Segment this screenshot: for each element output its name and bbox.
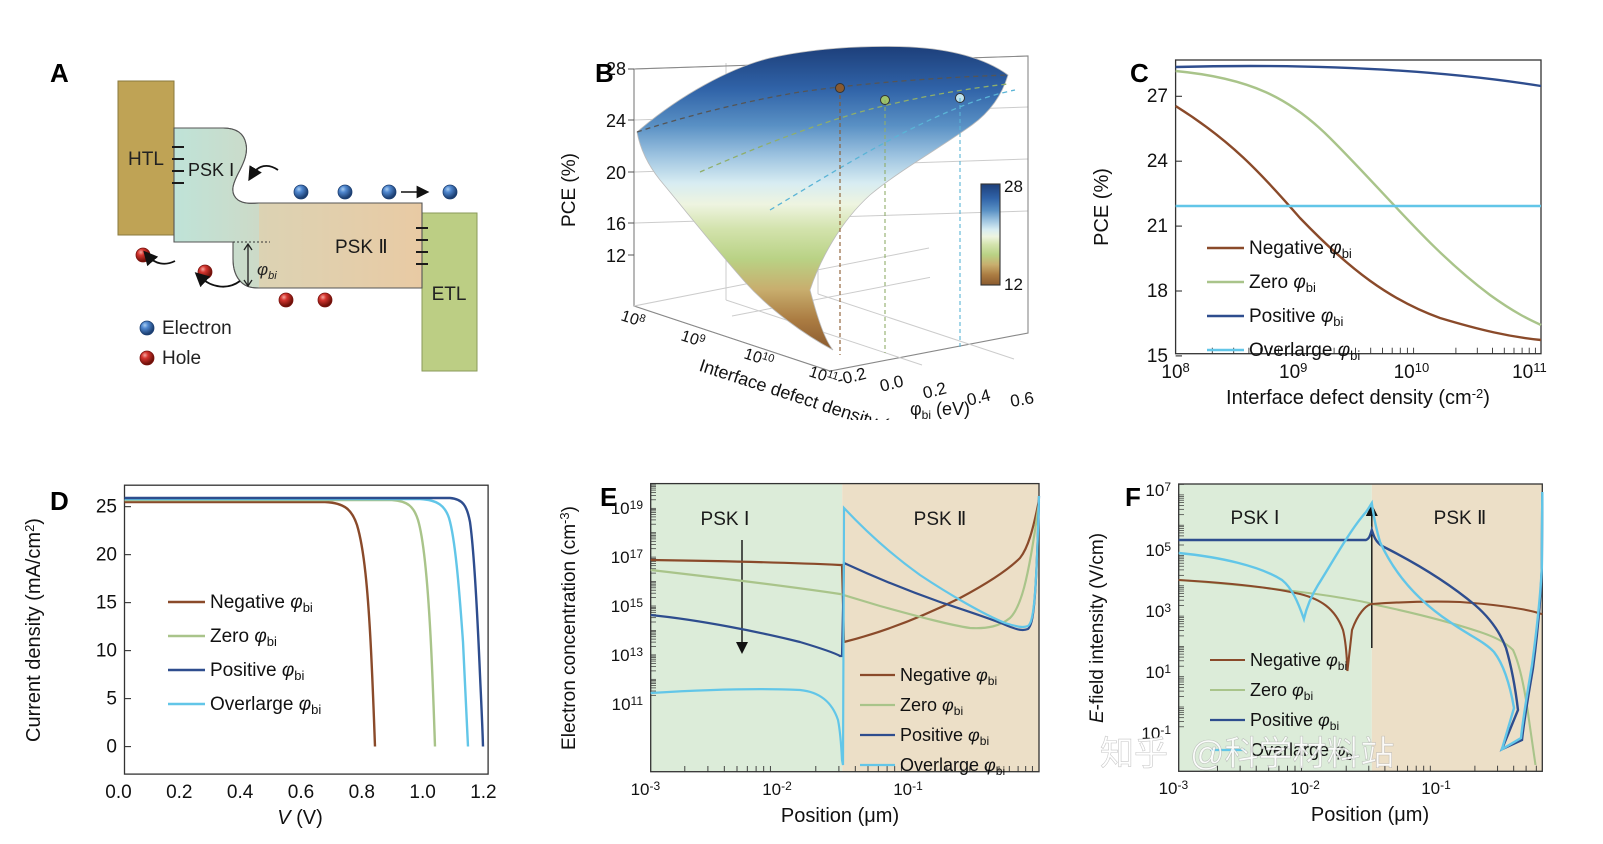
svg-text:0.2: 0.2: [166, 782, 192, 803]
svg-text:PSK Ⅰ: PSK Ⅰ: [1231, 508, 1280, 529]
svg-text:1.0: 1.0: [409, 782, 435, 803]
svg-text:Overlarge φbi: Overlarge φbi: [900, 755, 1005, 778]
svg-text:PSK Ⅱ: PSK Ⅱ: [914, 509, 967, 530]
svg-text:1010: 1010: [742, 345, 776, 371]
svg-text:109: 109: [1279, 360, 1307, 383]
svg-text:V (V): V (V): [277, 807, 323, 829]
svg-text:Overlarge φbi: Overlarge φbi: [210, 694, 321, 717]
svg-text:PSK Ⅰ: PSK Ⅰ: [701, 509, 750, 530]
svg-text:108: 108: [619, 307, 647, 332]
svg-text:Zero φbi: Zero φbi: [1250, 680, 1313, 703]
svg-text:Zero φbi: Zero φbi: [1249, 272, 1316, 295]
svg-text:Current density (mA/cm2): Current density (mA/cm2): [22, 518, 45, 742]
svg-text:1011: 1011: [612, 694, 644, 714]
svg-text:0.4: 0.4: [227, 782, 254, 803]
svg-text:1011: 1011: [807, 363, 840, 389]
svg-text:Zero φbi: Zero φbi: [210, 626, 277, 649]
svg-text:107: 107: [1145, 480, 1171, 500]
svg-text:28: 28: [1004, 177, 1023, 196]
svg-text:0.8: 0.8: [349, 782, 375, 803]
svg-text:PCE (%): PCE (%): [1091, 168, 1113, 246]
svg-text:HTL: HTL: [128, 149, 164, 170]
svg-text:0.6: 0.6: [288, 782, 314, 803]
svg-text:Position (μm): Position (μm): [1311, 804, 1429, 826]
svg-text:16: 16: [606, 214, 626, 234]
svg-text:1010: 1010: [1394, 360, 1430, 383]
svg-text:Zero φbi: Zero φbi: [900, 695, 963, 718]
svg-text:101: 101: [1145, 662, 1171, 682]
svg-text:1015: 1015: [611, 596, 644, 616]
svg-text:10-2: 10-2: [762, 779, 792, 799]
svg-text:1017: 1017: [611, 547, 644, 567]
svg-text:Negative φbi: Negative φbi: [210, 592, 313, 615]
svg-text:24: 24: [606, 111, 626, 131]
svg-text:0.6: 0.6: [1009, 388, 1036, 411]
svg-text:Positive φbi: Positive φbi: [1249, 306, 1343, 329]
svg-text:0: 0: [106, 737, 117, 758]
svg-text:27: 27: [1147, 86, 1168, 107]
svg-text:@科学材料站: @科学材料站: [1190, 735, 1395, 773]
svg-text:1013: 1013: [611, 645, 644, 665]
svg-text:-0.2: -0.2: [835, 364, 868, 390]
svg-text:E-field intensity (V/cm): E-field intensity (V/cm): [1087, 533, 1108, 723]
svg-text:知乎: 知乎: [1100, 735, 1168, 773]
svg-text:20: 20: [606, 163, 626, 183]
svg-text:10-1: 10-1: [893, 779, 923, 799]
svg-text:PCE (%): PCE (%): [559, 153, 580, 227]
svg-text:φbi (eV): φbi (eV): [910, 399, 970, 420]
svg-text:ETL: ETL: [432, 284, 467, 305]
svg-text:18: 18: [1147, 281, 1168, 302]
svg-text:Positive φbi: Positive φbi: [210, 660, 304, 683]
svg-text:Overlarge φbi: Overlarge φbi: [1249, 340, 1360, 363]
svg-text:Hole: Hole: [162, 348, 201, 369]
svg-text:1.2: 1.2: [470, 782, 496, 803]
svg-text:Interface defect density (cm-2: Interface defect density (cm-2): [1226, 386, 1490, 409]
svg-text:103: 103: [1145, 601, 1171, 621]
svg-text:10-3: 10-3: [1159, 778, 1189, 798]
svg-text:1011: 1011: [1512, 360, 1547, 383]
svg-text:21: 21: [1147, 216, 1168, 237]
svg-text:12: 12: [1004, 275, 1023, 294]
svg-text:10: 10: [96, 641, 117, 662]
svg-text:10-2: 10-2: [1290, 778, 1320, 798]
svg-text:28: 28: [606, 59, 626, 79]
svg-text:20: 20: [96, 545, 117, 566]
svg-text:10-1: 10-1: [1421, 778, 1451, 798]
svg-text:0.0: 0.0: [105, 782, 131, 803]
svg-text:Electron: Electron: [162, 318, 232, 339]
svg-text:5: 5: [106, 689, 117, 710]
svg-text:Negative φbi: Negative φbi: [900, 665, 997, 688]
svg-text:Position (μm): Position (μm): [781, 805, 899, 827]
svg-text:Negative φbi: Negative φbi: [1250, 650, 1347, 673]
svg-text:24: 24: [1147, 151, 1169, 172]
svg-text:PSK Ⅰ: PSK Ⅰ: [188, 160, 234, 180]
svg-text:108: 108: [1161, 360, 1189, 383]
svg-text:105: 105: [1145, 540, 1171, 560]
svg-text:1019: 1019: [611, 498, 644, 518]
svg-text:Negative φbi: Negative φbi: [1249, 238, 1352, 261]
svg-text:PSK Ⅱ: PSK Ⅱ: [1434, 508, 1487, 529]
svg-text:PSK Ⅱ: PSK Ⅱ: [335, 237, 388, 258]
svg-text:Positive φbi: Positive φbi: [900, 725, 989, 748]
svg-text:Electron concentration (cm-3): Electron concentration (cm-3): [557, 506, 580, 750]
svg-text:Positive φbi: Positive φbi: [1250, 710, 1339, 733]
svg-text:12: 12: [606, 246, 626, 266]
svg-text:10-3: 10-3: [631, 779, 661, 799]
svg-text:25: 25: [96, 497, 117, 518]
svg-text:15: 15: [96, 593, 117, 614]
svg-text:109: 109: [679, 327, 707, 352]
svg-text:0.0: 0.0: [878, 372, 906, 396]
